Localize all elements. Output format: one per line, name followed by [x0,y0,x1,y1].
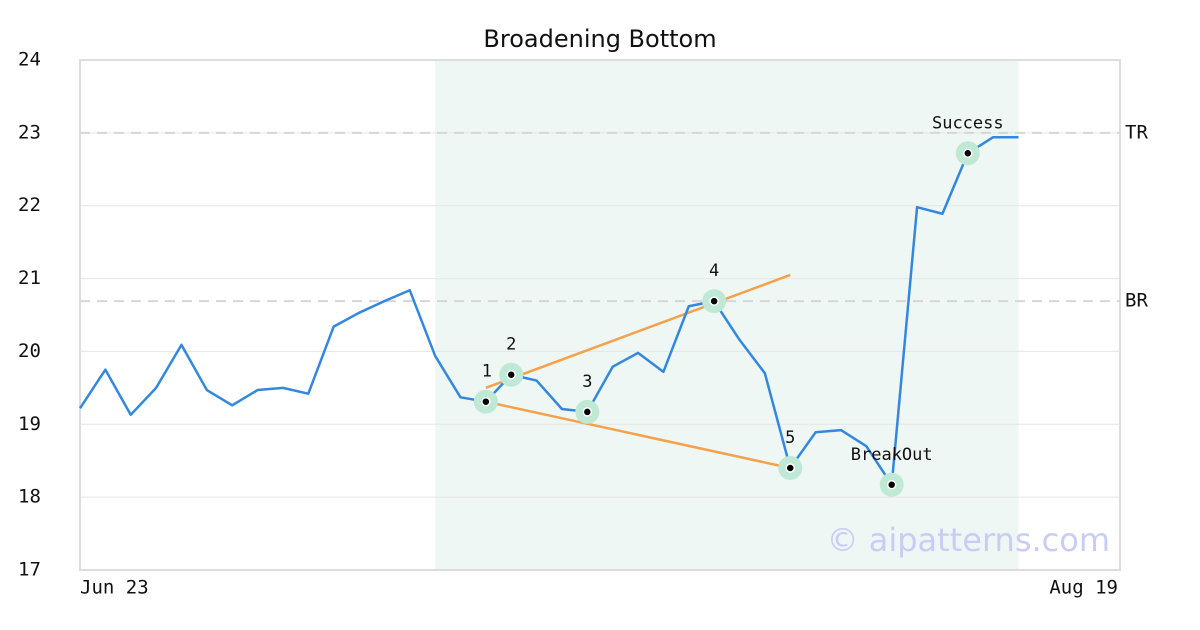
highlight-region [435,60,1019,570]
y-tick-label: 21 [18,267,41,289]
annotation-label: 3 [582,372,592,392]
series-line [78,135,1019,487]
level-label: TR [1125,121,1148,143]
y-tick-label: 17 [18,559,41,581]
trend-line [485,400,791,470]
marker-dot [886,480,897,490]
y-tick-label: 22 [18,194,41,216]
level-label: BR [1125,290,1148,312]
annotation-label: 4 [709,261,719,281]
plot-frame [79,59,1121,571]
x-tick-label: Jun 23 [80,577,149,599]
annotation-label: 2 [506,335,516,355]
y-tick-label: 19 [18,413,41,435]
marker-dot [963,148,973,159]
chart-title: Broadening Bottom [483,25,716,53]
marker-dot [785,463,795,473]
marker-dot [481,396,491,407]
annotation-label: BreakOut [851,445,933,465]
y-tick-label: 20 [18,340,41,362]
marker-dot [709,296,719,306]
annotation-label: Success [932,113,1004,133]
x-tick-label: Aug 19 [1049,577,1118,599]
marker-dot [506,369,516,380]
watermark: © aipatterns.com [827,521,1110,559]
annotation-label: 1 [482,362,492,382]
y-tick-label: 18 [18,486,41,508]
annotation-label: 5 [785,428,795,448]
y-tick-label: 24 [18,49,41,71]
trend-line [485,273,791,390]
marker-dot [582,407,593,417]
y-tick-label: 23 [18,121,41,143]
